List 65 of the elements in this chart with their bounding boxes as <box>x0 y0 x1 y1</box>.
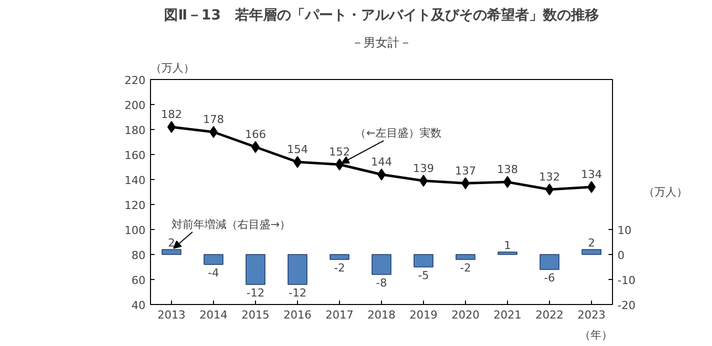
x-axis-title: （年） <box>580 328 612 342</box>
y-tick-label: 120 <box>124 199 146 212</box>
chart-title: 図Ⅱ－13 若年層の「パート・アルバイト及びその希望者」数の推移 <box>164 6 599 24</box>
point <box>545 184 554 196</box>
x-tick-label: 2023 <box>578 308 606 322</box>
data-label: 178 <box>203 113 224 126</box>
point <box>419 174 428 187</box>
x-tick-label: 2013 <box>158 308 186 322</box>
point <box>335 158 344 170</box>
point <box>209 126 218 138</box>
data-label: 137 <box>455 164 476 178</box>
data-label: 2 <box>588 236 595 250</box>
point <box>167 121 176 133</box>
data-label: 134 <box>581 168 602 181</box>
x-tick-label: 2022 <box>536 308 564 322</box>
data-label: 166 <box>245 128 266 141</box>
data-label: 139 <box>413 162 434 175</box>
y-tick-label: 80 <box>132 249 146 262</box>
data-label: 132 <box>539 170 560 184</box>
x-tick-label: 2021 <box>494 308 522 322</box>
data-label: -4 <box>208 266 219 280</box>
data-label: -2 <box>460 262 471 274</box>
data-label: 182 <box>161 108 182 121</box>
y-tick-label: 220 <box>124 74 146 87</box>
y-tick-label: 180 <box>124 124 146 137</box>
data-label: 1 <box>504 239 511 252</box>
y-tick-label: 100 <box>124 224 146 237</box>
data-label: 152 <box>329 146 350 158</box>
data-label: -12 <box>288 286 306 300</box>
data-label: -2 <box>334 262 345 274</box>
annotation: 対前年増減（右目盛→） <box>172 218 291 231</box>
y2-tick-label: 10 <box>618 224 632 237</box>
y-axis-title: （万人） <box>150 62 194 74</box>
y-tick-label: 40 <box>132 299 146 312</box>
data-label: -8 <box>376 276 387 290</box>
x-tick-label: 2020 <box>452 308 480 322</box>
x-tick-label: 2017 <box>326 308 354 322</box>
chart-subtitle: －男女計－ <box>352 36 412 50</box>
y-tick-label: 200 <box>124 99 146 112</box>
x-tick-label: 2019 <box>410 308 438 322</box>
x-tick-label: 2018 <box>368 308 396 322</box>
data-label: -12 <box>246 286 264 300</box>
data-label: 138 <box>497 163 518 176</box>
y2-tick-label: 0 <box>618 249 624 262</box>
x-tick-label: 2015 <box>242 308 270 322</box>
data-label: -6 <box>544 272 555 284</box>
point <box>503 176 512 188</box>
data-label: 144 <box>371 156 392 168</box>
point <box>293 156 302 168</box>
annotation: （←左目盛）実数 <box>355 126 442 140</box>
y-tick-label: 160 <box>124 149 146 162</box>
point <box>461 177 470 190</box>
y2-tick-label: -20 <box>618 299 636 312</box>
x-tick-label: 2016 <box>284 308 312 322</box>
y2-axis-title: （万人） <box>643 186 688 198</box>
y-tick-label: 140 <box>124 174 146 187</box>
point <box>587 181 596 193</box>
y-tick-label: 60 <box>132 274 146 287</box>
data-label: -5 <box>418 269 429 282</box>
y2-tick-label: -10 <box>618 274 636 287</box>
x-tick-label: 2014 <box>200 308 228 322</box>
data-label: 2 <box>168 236 175 250</box>
point <box>377 168 386 180</box>
data-label: 154 <box>287 143 308 156</box>
point <box>251 141 260 153</box>
